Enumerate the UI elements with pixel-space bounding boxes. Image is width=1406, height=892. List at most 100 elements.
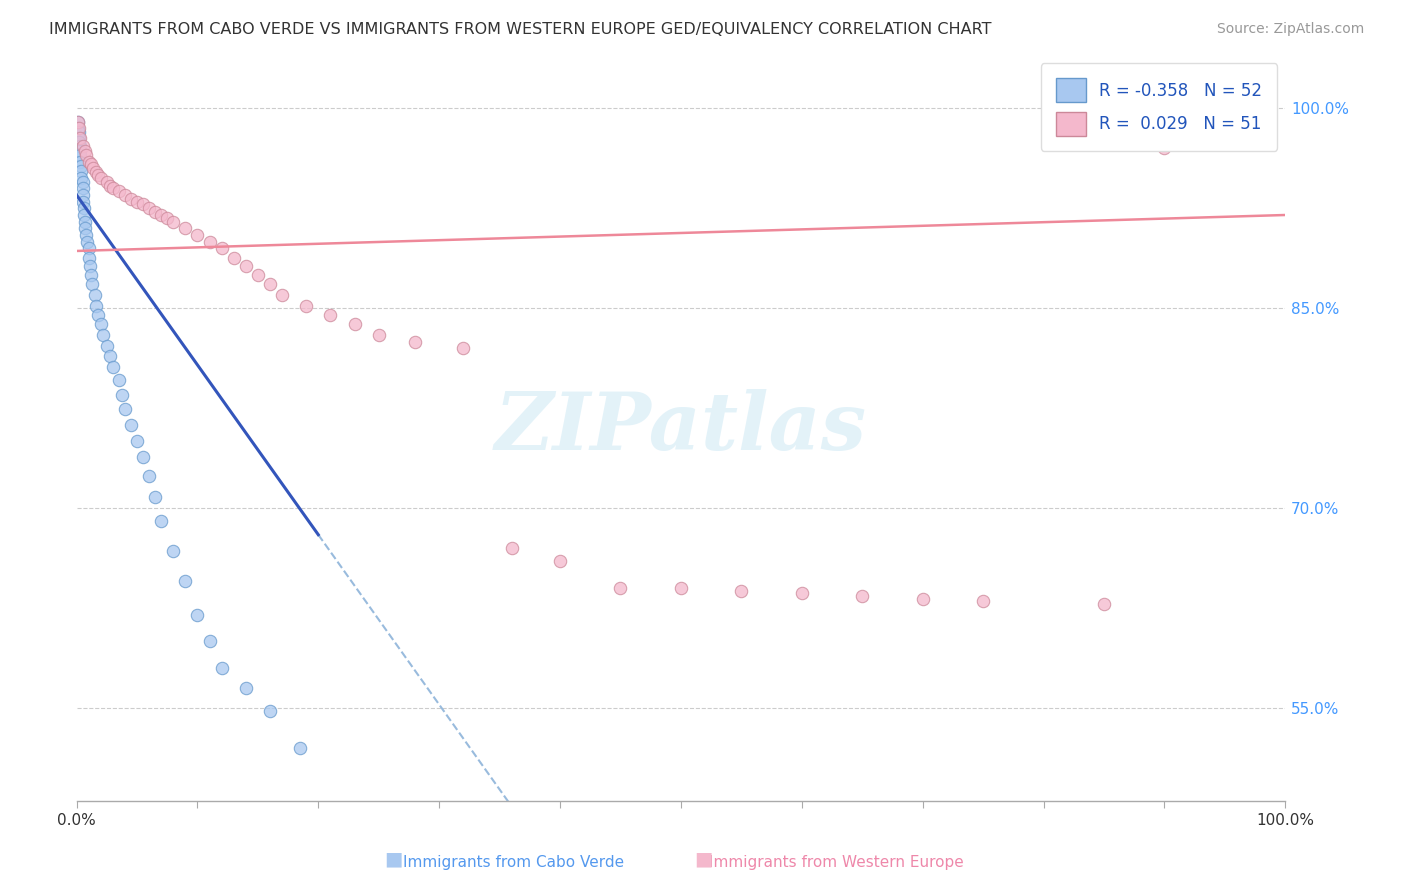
Point [72,138,94,153]
Point [66,114,89,128]
Point [162,543,184,558]
Point [295,299,318,313]
Point [246,268,269,282]
Point [404,334,426,349]
Point [174,221,197,235]
Legend: R = -0.358   N = 52, R =  0.029   N = 51: R = -0.358 N = 52, R = 0.029 N = 51 [1040,63,1277,151]
Point [69,138,91,153]
Point [77,251,100,265]
Text: IMMIGRANTS FROM CABO VERDE VS IMMIGRANTS FROM WESTERN EUROPE GED/EQUIVALENCY COR: IMMIGRANTS FROM CABO VERDE VS IMMIGRANTS… [49,22,991,37]
Point [114,188,136,202]
Point [101,359,124,374]
Point [75,148,97,162]
Point [259,704,281,718]
Point [111,388,134,402]
Point [80,268,103,282]
Point [75,227,97,242]
Point [67,130,90,145]
Text: Immigrants from Cabo Verde: Immigrants from Cabo Verde [402,855,624,870]
Point [69,130,91,145]
Point [76,235,98,249]
Point [501,541,523,555]
Point [162,214,184,228]
Point [150,208,173,222]
Point [101,181,124,195]
Point [69,148,91,162]
Point [100,349,122,363]
Point [125,434,148,449]
Text: ■: ■ [384,850,404,869]
Text: ■: ■ [693,850,713,869]
Point [84,299,107,313]
Text: ZIPatlas: ZIPatlas [495,390,868,467]
Point [96,338,118,352]
Point [73,221,96,235]
Point [67,135,90,149]
Point [80,157,103,171]
Point [790,586,813,600]
Point [851,589,873,603]
Point [120,192,142,206]
Point [120,418,142,433]
Point [70,164,93,178]
Point [235,259,257,273]
Point [70,159,93,173]
Point [271,288,294,302]
Point [367,327,389,342]
Point [453,341,475,355]
Point [343,317,366,331]
Point [132,450,155,465]
Point [259,277,281,292]
Point [77,154,100,169]
Point [82,277,104,292]
Point [83,288,105,302]
Point [669,581,692,595]
Point [87,168,110,182]
Point [114,402,136,417]
Point [66,114,89,128]
Point [73,202,96,216]
Point [222,251,245,265]
Point [972,594,994,608]
Point [132,197,155,211]
Point [73,144,96,158]
Point [138,469,160,483]
Point [72,181,94,195]
Point [143,205,166,219]
Point [174,574,197,589]
Point [73,208,96,222]
Point [288,740,311,755]
Point [1153,141,1175,155]
Point [150,515,173,529]
Point [69,154,91,169]
Point [156,211,179,225]
Point [96,175,118,189]
Point [108,373,131,387]
Point [186,607,208,622]
Point [73,214,96,228]
Point [70,170,93,185]
Text: Source: ZipAtlas.com: Source: ZipAtlas.com [1216,22,1364,37]
Point [108,184,131,198]
Point [84,165,107,179]
Point [609,581,631,595]
Point [67,121,90,136]
Point [125,194,148,209]
Point [66,121,89,136]
Point [100,178,122,193]
Point [72,188,94,202]
Point [319,308,342,322]
Point [90,317,112,331]
Text: Immigrants from Western Europe: Immigrants from Western Europe [709,855,965,870]
Point [90,170,112,185]
Point [77,241,100,255]
Point [198,634,221,648]
Point [235,681,257,695]
Point [730,583,752,598]
Point [548,554,571,568]
Point [186,227,208,242]
Point [911,591,934,606]
Point [69,144,91,158]
Point [79,259,101,273]
Point [143,491,166,505]
